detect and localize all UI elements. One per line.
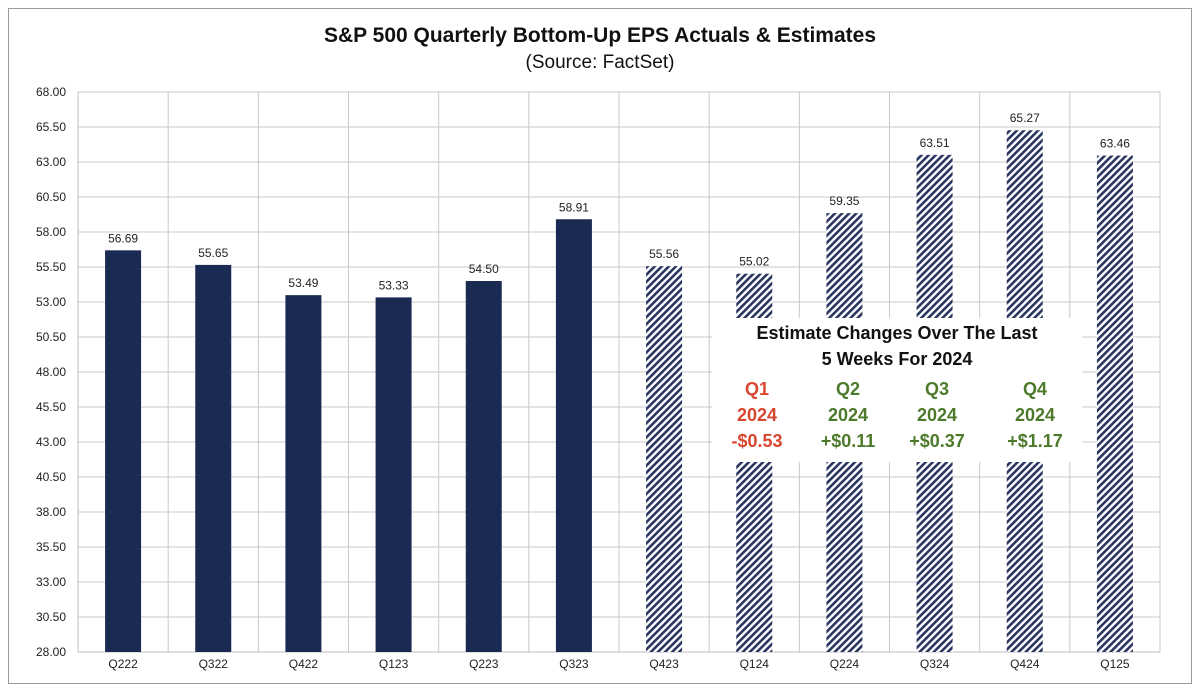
y-tick-label: 60.50 — [36, 190, 66, 204]
bar-estimate — [646, 266, 683, 652]
y-tick-label: 35.50 — [36, 540, 66, 554]
annotation-quarter: Q1 — [744, 379, 769, 399]
annotation-title: Estimate Changes Over The Last 5 Weeks F… — [712, 320, 1082, 372]
y-tick-label: 53.00 — [36, 295, 66, 309]
annotation-year: 2024 — [827, 405, 869, 425]
y-tick-label: 43.00 — [36, 435, 66, 449]
x-tick-label: Q323 — [559, 657, 589, 671]
bar-value-label: 63.51 — [920, 136, 950, 150]
chart-subtitle: (Source: FactSet) — [525, 52, 675, 73]
bar-actual — [375, 297, 412, 652]
y-tick-label: 48.00 — [36, 365, 66, 379]
annotation-year: 2024 — [1014, 405, 1056, 425]
annotation-title-line1: Estimate Changes Over The Last — [756, 323, 1038, 343]
annotation-q4: Q4 2024 +$1.17 — [995, 376, 1075, 454]
axes: 28.00 30.50 33.00 35.50 38.00 40.50 43.00 45.50… — [36, 85, 1160, 671]
bar-value-label: 56.69 — [108, 231, 138, 245]
bar-actual — [285, 295, 322, 652]
annotation-q2: Q2 2024 +$0.11 — [808, 376, 888, 454]
y-tick-label: 45.50 — [36, 400, 66, 414]
annotation-q1: Q1 2024 -$0.53 — [717, 376, 797, 454]
bar-value-label: 53.33 — [379, 278, 409, 292]
annotation-title-line2: 5 Weeks For 2024 — [821, 349, 973, 369]
bar-value-label: 55.02 — [739, 255, 769, 269]
annotation-year: 2024 — [736, 405, 778, 425]
x-tick-label: Q423 — [649, 657, 679, 671]
annotation-box — [712, 318, 1082, 462]
y-tick-label: 40.50 — [36, 470, 66, 484]
x-tick-label: Q125 — [1100, 657, 1130, 671]
annotation-quarter: Q3 — [924, 379, 949, 399]
x-tick-label: Q324 — [920, 657, 950, 671]
y-tick-label: 68.00 — [36, 85, 66, 99]
bar-value-label: 55.56 — [649, 247, 679, 261]
bar-value-label: 59.35 — [829, 194, 859, 208]
bar-value-label: 55.65 — [198, 246, 228, 260]
annotation-change: +$1.17 — [1007, 431, 1063, 451]
x-tick-label: Q422 — [289, 657, 319, 671]
x-tick-label: Q424 — [1010, 657, 1040, 671]
x-tick-label: Q124 — [740, 657, 770, 671]
bar-estimate — [1096, 155, 1133, 652]
y-tick-label: 65.50 — [36, 120, 66, 134]
y-tick-label: 58.00 — [36, 225, 66, 239]
y-tick-label: 30.50 — [36, 610, 66, 624]
y-tick-label: 50.50 — [36, 330, 66, 344]
y-tick-label: 38.00 — [36, 505, 66, 519]
y-tick-label: 55.50 — [36, 260, 66, 274]
bar-actual — [555, 219, 592, 652]
y-tick-label: 33.00 — [36, 575, 66, 589]
bar-value-label: 53.49 — [288, 276, 318, 290]
x-tick-label: Q224 — [830, 657, 860, 671]
annotation-change: +$0.37 — [909, 431, 965, 451]
chart-title: S&P 500 Quarterly Bottom-Up EPS Actuals … — [324, 24, 876, 47]
bar-value-label: 63.46 — [1100, 137, 1130, 151]
bar-value-label: 54.50 — [469, 262, 499, 276]
annotation-change: -$0.53 — [731, 431, 783, 451]
bar-value-label: 65.27 — [1010, 111, 1040, 125]
bar-actual — [465, 281, 502, 652]
y-tick-label: 28.00 — [36, 645, 66, 659]
bar-actual — [105, 250, 142, 652]
x-tick-label: Q223 — [469, 657, 499, 671]
annotation-quarter: Q4 — [1022, 379, 1047, 399]
data-labels: 56.69 55.65 53.49 53.33 54.50 58.91 55.56 55.02… — [108, 111, 1130, 292]
x-tick-label: Q222 — [108, 657, 138, 671]
bar-actual — [195, 264, 232, 652]
annotation-q3: Q3 2024 +$0.37 — [897, 376, 977, 454]
annotation-quarter: Q2 — [835, 379, 860, 399]
y-tick-label: 63.00 — [36, 155, 66, 169]
x-tick-label: Q123 — [379, 657, 409, 671]
x-tick-label: Q322 — [199, 657, 229, 671]
annotation-year: 2024 — [916, 405, 958, 425]
bar-value-label: 58.91 — [559, 200, 589, 214]
annotation-change: +$0.11 — [820, 431, 876, 451]
